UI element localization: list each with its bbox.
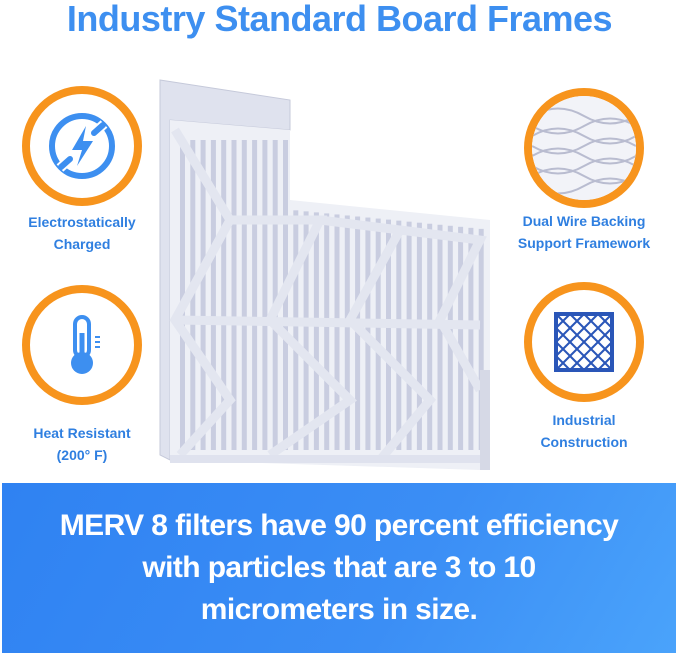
electrostatic-icon: [49, 113, 115, 179]
banner-text: MERV 8 filters have 90 percent efficienc…: [59, 509, 619, 626]
air-filter-illustration: [159, 79, 490, 470]
thermometer-icon: [71, 315, 100, 374]
filter-pleat: [344, 215, 350, 450]
filter-pleat: [241, 140, 247, 450]
label-line: Support Framework: [517, 235, 651, 251]
filter-pleat: [416, 222, 422, 450]
filter-pleat: [180, 140, 185, 450]
wire-mesh-icon: [532, 96, 636, 200]
filter-pleat: [231, 140, 237, 450]
filter-pleat: [200, 140, 206, 450]
feature-label-wire: Dual Wire Backing Support Framework: [504, 210, 664, 254]
filter-pleat: [375, 218, 381, 450]
feature-label-heat: Heat Resistant (200° F): [2, 422, 162, 466]
construction-badge: [524, 282, 644, 402]
heat-badge: [22, 285, 142, 405]
filter-pleat: [458, 226, 464, 450]
label-line: Dual Wire Backing: [522, 213, 646, 229]
filter-pleat: [468, 227, 474, 450]
filter-pleat: [334, 214, 340, 450]
filter-pleat: [210, 140, 216, 450]
electrostatic-badge: [22, 86, 142, 206]
feature-label-electrostatic: Electrostatically Charged: [2, 211, 162, 255]
filter-pleat: [293, 210, 299, 450]
label-line: Industrial: [552, 412, 616, 428]
filter-pleat: [252, 140, 258, 450]
page-title: Industry Standard Board Frames: [66, 0, 613, 39]
filter-pleat: [303, 211, 309, 450]
merv-banner: MERV 8 filters have 90 percent efficienc…: [2, 483, 676, 653]
filter-pleat: [262, 140, 268, 450]
filter-pleat: [478, 228, 484, 450]
label-line: Construction: [540, 434, 628, 450]
feature-label-construction: Industrial Construction: [504, 409, 664, 453]
grid-construction-icon: [554, 312, 614, 372]
label-line: (200° F): [56, 447, 108, 463]
filter-pleat: [437, 224, 443, 450]
label-line: Charged: [53, 236, 111, 252]
label-line: Electrostatically: [28, 214, 136, 230]
label-line: Heat Resistant: [33, 425, 131, 441]
filter-pleat: [396, 220, 402, 450]
wire-badge: [524, 88, 644, 208]
filter-pleat: [313, 212, 319, 450]
filter-pleat: [272, 140, 278, 450]
filter-pleat: [324, 213, 330, 450]
filter-pleat: [427, 223, 433, 450]
filter-pleat: [406, 221, 412, 450]
filter-pleat: [386, 219, 391, 450]
filter-pleat: [221, 140, 227, 450]
